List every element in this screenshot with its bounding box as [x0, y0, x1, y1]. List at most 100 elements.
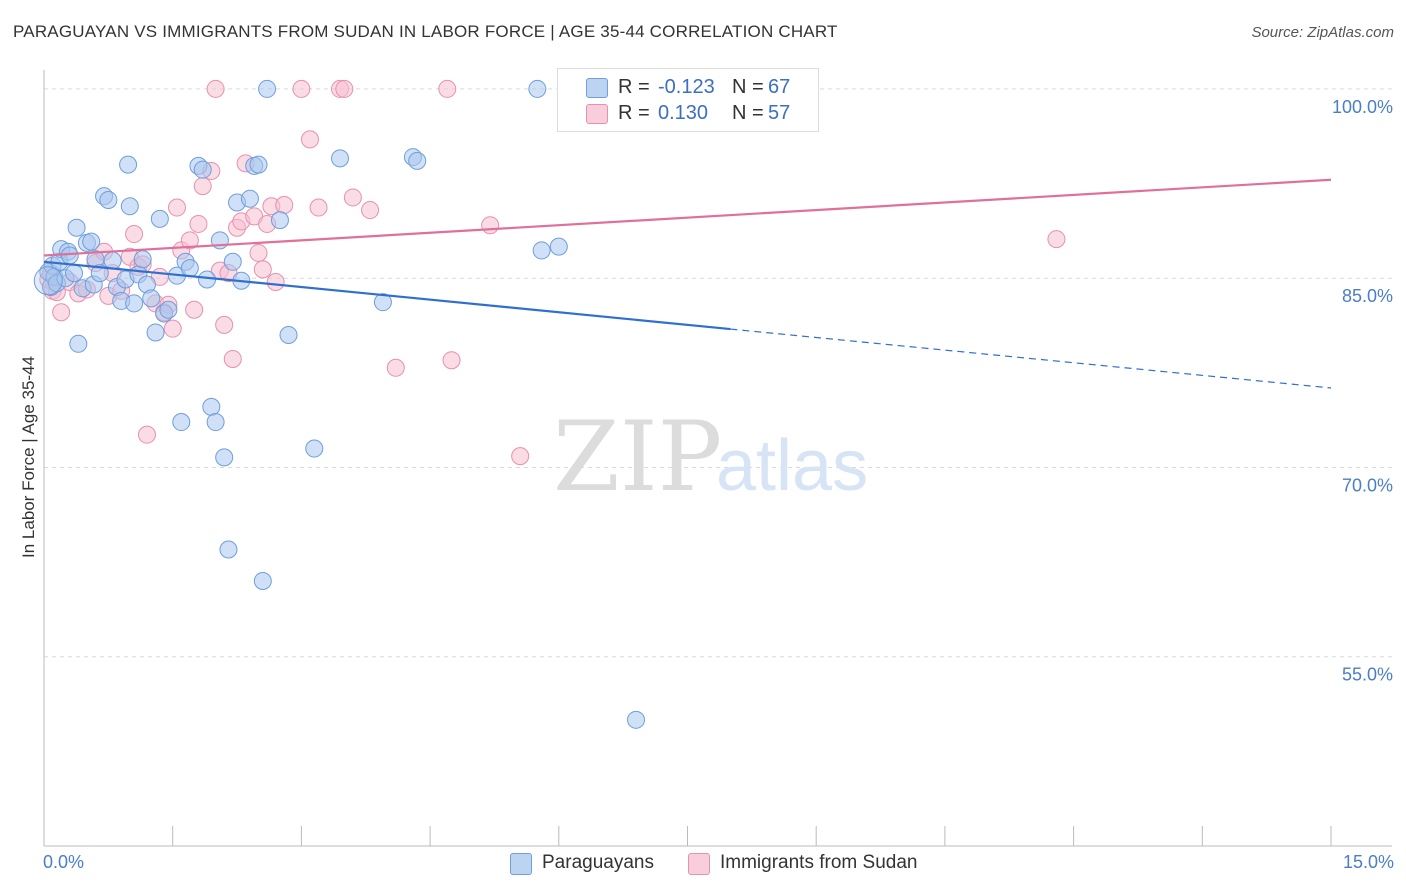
point-paraguayans	[125, 294, 144, 313]
point-paraguayans	[240, 189, 259, 208]
chart-title: PARAGUAYAN VS IMMIGRANTS FROM SUDAN IN L…	[13, 22, 838, 41]
point-paraguayans	[120, 197, 139, 216]
point-paraguayans	[133, 250, 152, 269]
point-paraguayans	[331, 149, 350, 168]
point-paraguayans	[202, 397, 221, 416]
point-paraguayans	[258, 79, 277, 98]
point-paraguayans	[253, 572, 272, 591]
point-sudan	[1047, 230, 1066, 249]
y-tick-labels: 100.0% 85.0% 70.0% 55.0%	[1332, 97, 1393, 685]
point-sudan	[266, 272, 285, 291]
x-tick-label-min: 0.0%	[43, 852, 85, 872]
point-paraguayans	[82, 232, 101, 251]
source-label: Source: ZipAtlas.com	[1251, 24, 1394, 41]
legend-r-label: R =	[618, 76, 650, 98]
point-paraguayans	[270, 211, 289, 230]
x-tick-label-max: 15.0%	[1342, 852, 1394, 872]
legend-swatch-sudan	[586, 104, 608, 124]
watermark-atlas: atlas	[716, 426, 868, 506]
legend-n-value: 57	[768, 102, 791, 124]
y-tick-label: 100.0%	[1332, 97, 1393, 117]
legend-n-label: N =	[732, 76, 764, 98]
point-paraguayans	[215, 448, 234, 467]
point-paraguayans	[528, 79, 547, 98]
point-sudan	[180, 231, 199, 250]
point-paraguayans	[159, 300, 178, 319]
point-paraguayans	[90, 264, 109, 283]
point-paraguayans	[60, 246, 79, 265]
point-sudan	[167, 198, 186, 217]
series-paraguayans-points	[33, 79, 646, 729]
y-tick-label: 55.0%	[1342, 665, 1393, 685]
legend-n-value: 67	[768, 76, 791, 98]
legend-swatch-sudan	[688, 853, 710, 875]
point-paraguayans	[305, 439, 324, 458]
point-sudan	[511, 447, 530, 466]
watermark: ZIP atlas	[553, 401, 868, 513]
point-sudan	[481, 216, 500, 235]
point-sudan	[223, 349, 242, 368]
point-paraguayans	[150, 209, 169, 228]
point-paraguayans	[146, 323, 165, 342]
point-paraguayans	[193, 160, 212, 179]
point-paraguayans	[67, 218, 86, 237]
point-sudan	[343, 188, 362, 207]
legend-label-paraguayans: Paraguayans	[542, 852, 654, 873]
legend-swatch-paraguayans	[510, 853, 532, 875]
point-sudan	[163, 319, 182, 338]
point-paraguayans	[65, 264, 84, 283]
point-sudan	[438, 79, 457, 98]
point-paraguayans	[69, 334, 88, 353]
point-paraguayans	[279, 325, 298, 344]
point-sudan	[309, 198, 328, 217]
axes	[43, 70, 1392, 847]
gridlines	[44, 88, 1392, 658]
point-paraguayans	[99, 190, 118, 209]
point-paraguayans	[223, 252, 242, 271]
point-sudan	[189, 214, 208, 233]
point-sudan	[335, 79, 354, 98]
legend-label-sudan: Immigrants from Sudan	[720, 852, 918, 873]
legend-r-value: 0.130	[658, 102, 709, 124]
point-paraguayans	[549, 237, 568, 256]
point-sudan	[193, 177, 212, 196]
point-sudan	[253, 260, 272, 279]
trend-lines	[43, 178, 1332, 389]
trend-line-sudan	[43, 178, 1332, 257]
correlation-legend: R = -0.123 N = 67 R = 0.130 N = 57	[557, 68, 819, 132]
point-paraguayans	[172, 413, 191, 432]
point-sudan	[292, 79, 311, 98]
point-paraguayans	[119, 155, 138, 174]
point-paraguayans	[180, 259, 199, 278]
y-tick-label: 70.0%	[1342, 475, 1393, 495]
point-paraguayans	[206, 413, 225, 432]
point-paraguayans	[408, 151, 427, 170]
point-paraguayans	[532, 241, 551, 260]
point-paraguayans	[103, 251, 122, 270]
point-paraguayans	[33, 266, 63, 296]
point-sudan	[442, 351, 461, 370]
point-sudan	[300, 130, 319, 149]
point-sudan	[125, 225, 144, 244]
legend-r-label: R =	[618, 102, 650, 124]
trend-line-paraguayans	[43, 260, 731, 331]
point-paraguayans	[142, 289, 161, 308]
y-tick-label: 85.0%	[1342, 286, 1393, 306]
point-sudan	[386, 358, 405, 377]
legend-r-value: -0.123	[658, 76, 715, 98]
point-paraguayans	[219, 540, 238, 559]
point-sudan	[361, 201, 380, 220]
point-sudan	[137, 425, 156, 444]
point-sudan	[52, 303, 71, 322]
point-sudan	[215, 315, 234, 334]
point-paraguayans	[373, 293, 392, 312]
legend-n-label: N =	[732, 102, 764, 124]
point-sudan	[275, 196, 294, 215]
point-paraguayans	[627, 710, 646, 729]
watermark-zip: ZIP	[553, 401, 722, 513]
point-sudan	[206, 79, 225, 98]
point-sudan	[185, 300, 204, 319]
trend-line-paraguayans-extrapolated	[730, 328, 1332, 389]
point-sudan	[249, 243, 268, 262]
